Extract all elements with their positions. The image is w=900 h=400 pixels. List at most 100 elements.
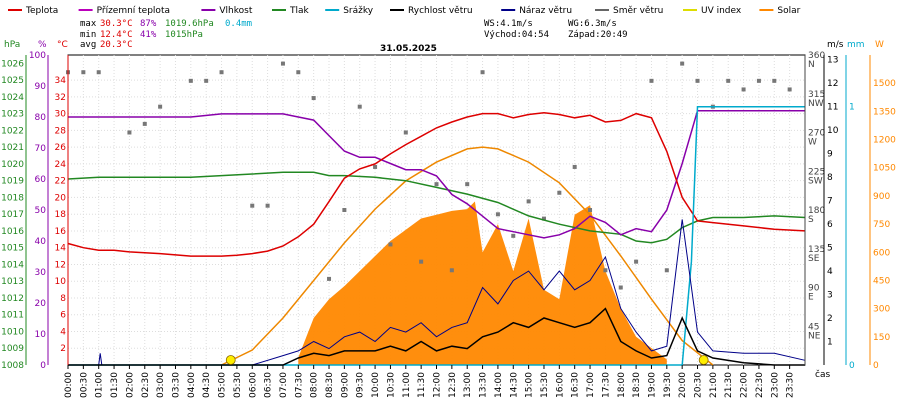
direction-axis-tick-compass: E xyxy=(808,293,814,303)
wind-direction-point xyxy=(327,276,332,281)
solar-axis-tick-label: 300 xyxy=(873,305,890,315)
series-line-rychlost-větru xyxy=(68,307,805,366)
wind-direction-point xyxy=(419,259,424,264)
unit-speed: m/s xyxy=(827,40,844,50)
solar-axis-tick-label: 150 xyxy=(873,333,890,343)
wind-direction-point xyxy=(588,208,593,212)
x-tick-label: 03:00 xyxy=(156,372,166,398)
unit-pressure: hPa xyxy=(4,40,20,50)
x-tick-label: 07:30 xyxy=(294,372,304,398)
stat-min-press: 1015hPa xyxy=(165,30,203,40)
wind-direction-point xyxy=(557,190,562,195)
speed-axis-tick-label: 4 xyxy=(827,267,833,277)
wind-direction-point xyxy=(296,70,301,75)
wind-direction-point xyxy=(787,87,792,92)
speed-axis-tick-label: 10 xyxy=(827,126,839,136)
stat-avg-label: avg xyxy=(80,40,96,50)
unit-rain: mm xyxy=(847,40,865,50)
wind-direction-point xyxy=(250,203,255,208)
legend-label: Teplota xyxy=(25,6,58,16)
x-tick-label: 01:30 xyxy=(110,372,120,398)
temperature-axis-tick-label: 32 xyxy=(55,93,66,103)
x-tick-label: 19:00 xyxy=(647,372,657,398)
rain-axis-tick-label: 0 xyxy=(849,361,855,371)
x-tick-label: 18:00 xyxy=(617,372,627,398)
direction-axis-tick-label: 180 xyxy=(808,206,825,216)
x-tick-label: 10:00 xyxy=(371,372,381,398)
x-tick-label: 09:30 xyxy=(356,372,366,398)
wind-direction-point xyxy=(526,199,531,204)
x-tick-label: 16:00 xyxy=(555,372,565,398)
solar-axis-tick-label: 0 xyxy=(873,361,879,371)
wind-direction-point xyxy=(219,70,224,75)
series-line-vlhkost xyxy=(68,110,805,239)
stat-max-press: 1019.6hPa xyxy=(165,19,214,29)
wind-direction-point xyxy=(756,78,761,83)
solar-axis-tick-label: 1500 xyxy=(873,79,896,89)
stat-rain: 0.4mm xyxy=(225,19,252,29)
wind-direction-point xyxy=(158,104,163,109)
humidity-axis-tick-label: 10 xyxy=(35,330,47,340)
wind-direction-point xyxy=(572,164,577,169)
solar-axis-tick-label: 1350 xyxy=(873,107,896,117)
direction-axis-tick-label: 270 xyxy=(808,129,825,139)
wind-direction-point xyxy=(373,164,378,169)
speed-axis-tick-label: 5 xyxy=(827,244,833,254)
wind-direction-point xyxy=(741,87,746,92)
chart-title: 31.05.2025 xyxy=(380,44,437,54)
stat-wind-gust: WG:6.3m/s xyxy=(568,19,617,29)
temperature-axis-tick-label: 4 xyxy=(60,327,66,337)
x-tick-label: 20:30 xyxy=(694,372,704,398)
x-tick-label: 06:30 xyxy=(264,372,274,398)
solar-axis-tick-label: 750 xyxy=(873,220,890,230)
wind-direction-point xyxy=(634,259,639,264)
direction-axis-tick-compass: NE xyxy=(808,331,821,341)
stat-max-label: max xyxy=(80,19,97,29)
x-tick-label: 15:30 xyxy=(540,372,550,398)
x-tick-label: 12:00 xyxy=(433,372,443,398)
temperature-axis-tick-label: 28 xyxy=(55,126,67,136)
x-tick-label: 18:30 xyxy=(632,372,642,398)
stat-sunrise: Východ:04:54 xyxy=(484,30,549,40)
humidity-axis-tick-label: 20 xyxy=(35,299,47,309)
wind-direction-point xyxy=(695,78,700,83)
x-tick-label: 23:00 xyxy=(770,372,780,398)
temperature-axis-tick-label: 24 xyxy=(55,160,67,170)
temperature-axis-tick-label: 10 xyxy=(55,277,67,287)
wind-direction-point xyxy=(388,242,393,247)
x-tick-label: 05:30 xyxy=(233,372,243,398)
legend-label: Směr větru xyxy=(613,6,663,16)
stat-min-label: min xyxy=(80,30,96,40)
x-tick-label: 23:30 xyxy=(786,372,796,398)
series-line-tlak xyxy=(67,171,806,244)
pressure-axis-tick-label: 1026 xyxy=(1,59,24,69)
x-tick-label: 22:30 xyxy=(755,372,765,398)
legend-label: Srážky xyxy=(343,6,374,16)
pressure-axis-tick-label: 1013 xyxy=(1,277,24,287)
wind-direction-point xyxy=(96,70,101,75)
x-tick-label: 05:00 xyxy=(218,372,228,398)
stats-block: max 30.3°C 87% 1019.6hPa 0.4mm min 12.4°… xyxy=(80,19,628,50)
temperature-axis-tick-label: 6 xyxy=(60,311,66,321)
solar-max-line xyxy=(221,146,714,366)
pressure-axis-tick-label: 1014 xyxy=(1,260,24,270)
wind-direction-point xyxy=(772,78,777,83)
wind-direction-point xyxy=(280,61,285,66)
legend: Teplota Přízemní teplota Vlhkost Tlak Srážky… xyxy=(8,6,801,16)
x-tick-label: 13:00 xyxy=(463,372,473,398)
pressure-axis-tick-label: 1015 xyxy=(1,244,24,254)
direction-axis-tick-label: 45 xyxy=(808,322,819,332)
wind-direction-point xyxy=(541,216,546,221)
x-tick-label: 21:00 xyxy=(709,372,719,398)
x-tick-label: 00:30 xyxy=(79,372,89,398)
unit-temperature: °C xyxy=(57,40,68,50)
x-axis-label: čas xyxy=(815,369,830,380)
wind-direction-point xyxy=(618,285,623,290)
series-line-teplota xyxy=(67,112,806,257)
x-tick-label: 11:00 xyxy=(402,372,412,398)
speed-axis-tick-label: 8 xyxy=(827,173,833,183)
stat-min-temp: 12.4°C xyxy=(100,30,133,40)
speed-axis-tick-label: 2 xyxy=(827,314,833,324)
